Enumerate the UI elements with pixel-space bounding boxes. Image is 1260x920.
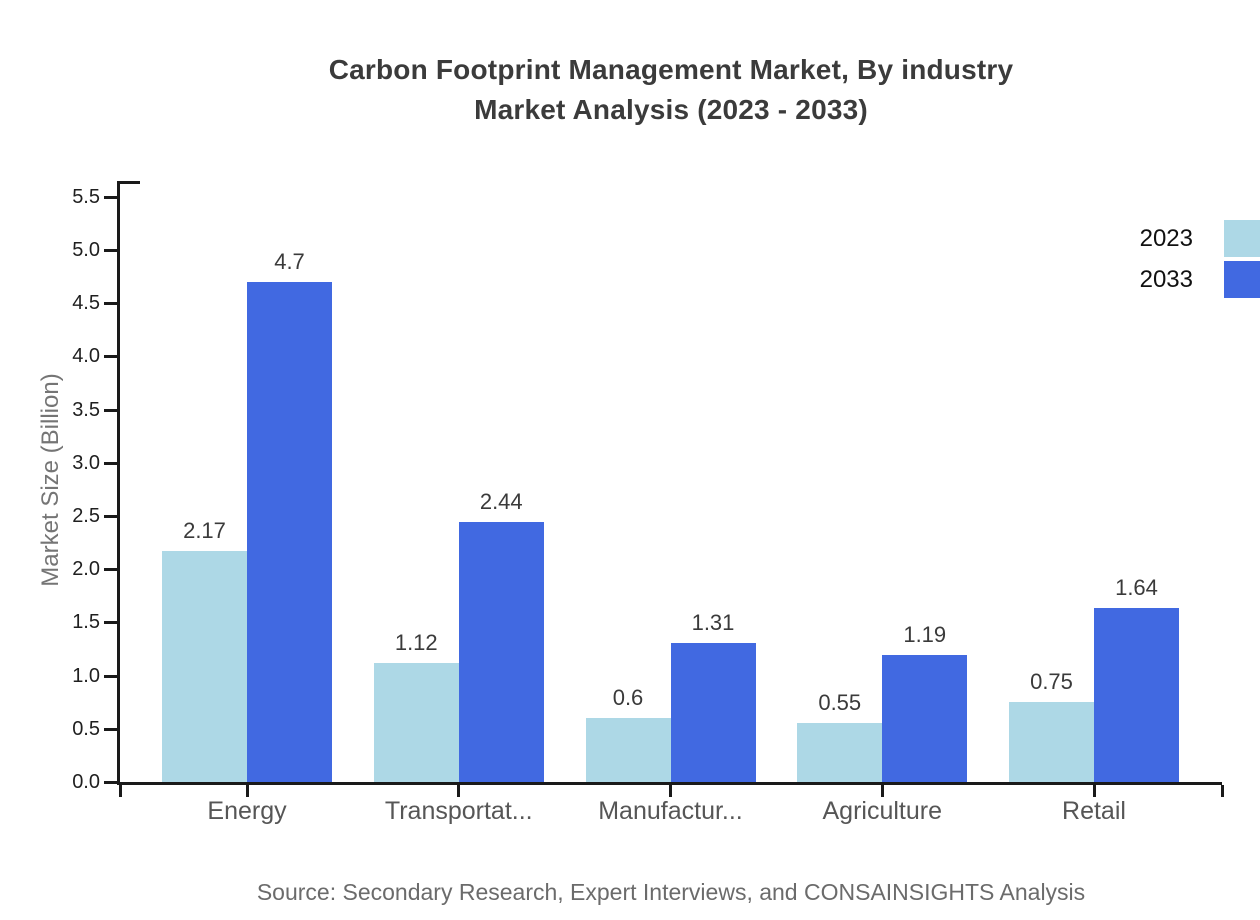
y-axis-line (117, 181, 120, 785)
x-axis-line (117, 782, 1222, 785)
legend-label-2023: 2023 (1139, 225, 1193, 252)
x-axis-tick (457, 785, 461, 797)
y-axis-tick (104, 621, 117, 625)
chart-title-line1: Carbon Footprint Management Market, By i… (328, 54, 1014, 85)
x-axis-end-tick (118, 785, 122, 797)
bar-value-label: 1.64 (1115, 574, 1158, 600)
legend-swatch-2033 (1224, 261, 1260, 298)
y-axis-tick-label: 5.5 (72, 185, 100, 208)
chart-title-line2: Market Analysis (2023 - 2033) (474, 94, 868, 125)
y-axis-tick-label: 4.0 (72, 345, 100, 368)
bar-value-label: 0.6 (612, 685, 644, 711)
bar-2023-Retail (1009, 702, 1094, 782)
bar-2033-Transportat... (458, 522, 544, 782)
y-axis-tick-label: 0.0 (72, 771, 100, 793)
x-axis-tick (245, 785, 249, 797)
y-axis-tick-label: 4.5 (72, 292, 100, 315)
x-axis-category-label: Retail (1062, 797, 1126, 825)
bar-value-label: 2.17 (183, 518, 226, 544)
y-axis-tick (104, 515, 117, 518)
y-axis-tick (104, 195, 117, 199)
y-axis-tick (104, 408, 117, 412)
bar-2023-Manufactur... (585, 718, 671, 782)
y-axis-tick (104, 355, 117, 359)
bar-value-label: 1.31 (691, 609, 735, 635)
y-axis-tick (104, 568, 117, 572)
source-note: Source: Secondary Research, Expert Inter… (256, 879, 1086, 905)
x-axis-category-label: Energy (207, 797, 287, 825)
y-axis-tick (104, 302, 117, 306)
x-axis-tick (880, 785, 884, 797)
bar-2033-Manufactur... (670, 642, 756, 782)
y-axis-tick (104, 781, 117, 784)
bar-2033-Energy (247, 281, 332, 782)
y-axis-end-cap (120, 181, 140, 184)
y-axis-tick-label: 3.5 (72, 398, 100, 421)
bar-2023-Agriculture (797, 723, 883, 782)
x-axis-category-label: Manufactur... (598, 797, 743, 825)
chart-title: Carbon Footprint Management Market, By i… (120, 50, 1222, 130)
y-axis-tick (104, 461, 117, 465)
bar-2023-Transportat... (373, 662, 459, 782)
y-axis-tick (104, 249, 117, 252)
x-axis-end-tick (1220, 785, 1224, 797)
y-axis-tick (104, 674, 117, 678)
y-axis-tick-label: 1.5 (72, 611, 100, 634)
y-axis-tick-label: 5.0 (72, 239, 100, 261)
y-axis-tick-label: 1.0 (72, 664, 100, 687)
x-axis-category-label: Transportat... (384, 797, 533, 825)
bar-2033-Retail (1094, 607, 1179, 782)
bar-2033-Agriculture (882, 655, 968, 782)
y-axis-tick-label: 3.0 (72, 451, 100, 474)
x-axis-category-label: Agriculture (822, 797, 943, 825)
x-axis-tick (1092, 785, 1096, 797)
y-axis-tick-label: 0.5 (72, 717, 100, 740)
bar-2023-Energy (162, 551, 247, 782)
legend-label-2033: 2033 (1139, 266, 1193, 293)
bar-value-label: 4.7 (274, 248, 305, 274)
x-axis-tick (669, 785, 672, 797)
y-axis-tick-label: 2.5 (72, 505, 100, 527)
y-axis-tick-label: 2.0 (72, 558, 100, 581)
bar-value-label: 1.19 (903, 622, 947, 648)
bar-value-label: 0.75 (1030, 669, 1073, 695)
bar-value-label: 2.44 (479, 489, 523, 515)
y-axis-tick (104, 727, 117, 731)
bar-value-label: 0.55 (818, 690, 862, 716)
bar-value-label: 1.12 (394, 629, 438, 655)
legend-swatch-2023 (1224, 220, 1260, 257)
